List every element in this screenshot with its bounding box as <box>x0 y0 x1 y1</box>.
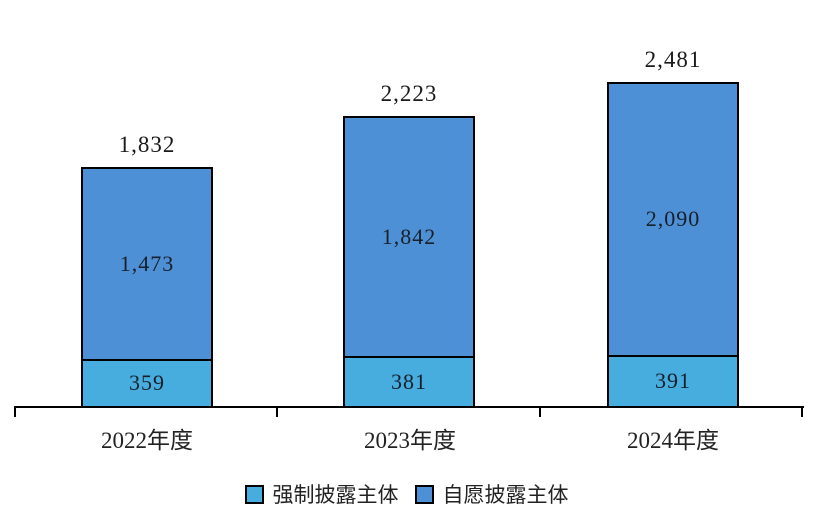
legend-item-mandatory: 强制披露主体 <box>244 479 399 509</box>
bar-group-2024: 2,481 2,090 391 <box>607 48 739 408</box>
bar-total-label: 2,223 <box>380 80 438 106</box>
bar-group-2022: 1,832 1,473 359 <box>81 133 213 408</box>
segment-value-label: 391 <box>655 368 691 394</box>
x-axis-tick <box>801 406 803 417</box>
segment-value-label: 2,090 <box>645 206 701 232</box>
bar-segment-mandatory: 359 <box>81 360 213 408</box>
x-axis-line <box>14 406 804 408</box>
bar-segment-voluntary: 2,090 <box>607 82 739 357</box>
legend: 强制披露主体 自愿披露主体 <box>0 479 813 509</box>
x-axis-tick <box>14 406 16 417</box>
bar-segment-mandatory: 391 <box>607 356 739 408</box>
legend-swatch-mandatory <box>244 484 264 504</box>
legend-label-mandatory: 强制披露主体 <box>272 483 399 507</box>
x-axis-label-2024: 2024年度 <box>627 428 719 453</box>
x-axis-tick <box>539 406 541 417</box>
x-axis-tick <box>276 406 278 417</box>
bar-total-label: 1,832 <box>118 132 176 158</box>
bar-segment-voluntary: 1,842 <box>343 115 475 358</box>
bar-segment-voluntary: 1,473 <box>81 167 213 361</box>
x-axis-label-2022: 2022年度 <box>101 428 193 453</box>
legend-swatch-voluntary <box>414 484 434 504</box>
bar-segment-mandatory: 381 <box>343 357 475 408</box>
x-axis-label-2023: 2023年度 <box>364 428 456 453</box>
bar-group-2023: 2,223 1,842 381 <box>343 82 475 408</box>
segment-value-label: 1,473 <box>119 251 175 277</box>
bar-total-label: 2,481 <box>644 47 702 73</box>
segment-value-label: 359 <box>129 370 165 396</box>
segment-value-label: 381 <box>391 368 427 394</box>
legend-label-voluntary: 自愿披露主体 <box>442 483 569 507</box>
segment-value-label: 1,842 <box>381 223 437 249</box>
legend-item-voluntary: 自愿披露主体 <box>414 479 569 509</box>
